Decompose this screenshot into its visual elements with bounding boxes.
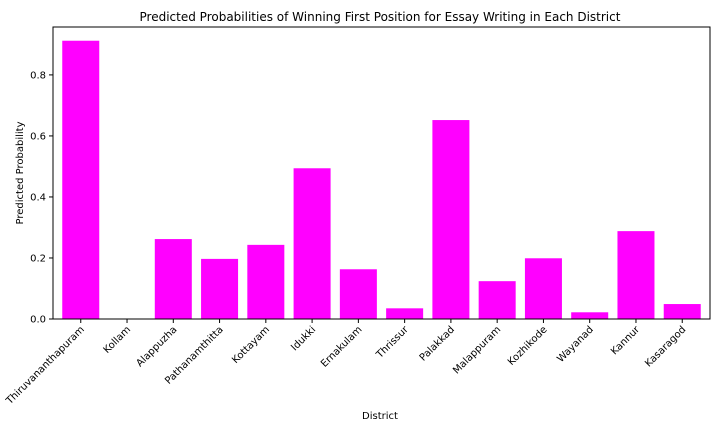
- x-axis-label: District: [362, 411, 398, 422]
- bar-kannur: [617, 231, 655, 319]
- y-tick-label: 0.0: [30, 315, 46, 326]
- bar-ernakulam: [339, 269, 377, 319]
- bar-kottayam: [247, 244, 285, 319]
- bar-thiruvananthapuram: [62, 40, 100, 319]
- bar-kozhikode: [524, 258, 562, 319]
- bar-malappuram: [478, 281, 516, 319]
- y-tick-label: 0.2: [30, 253, 46, 264]
- x-tick-label: Kasaragod: [643, 324, 688, 369]
- x-tick-label: Thiruvananthapuram: [4, 324, 87, 407]
- bar-wayanad: [571, 312, 609, 319]
- x-tick-label: Palakkad: [418, 324, 457, 363]
- x-tick-label: Malappuram: [451, 324, 503, 376]
- bar-alappuzha: [154, 239, 192, 319]
- chart-title: Predicted Probabilities of Winning First…: [140, 10, 621, 24]
- x-tick-label: Kottayam: [230, 324, 272, 366]
- y-axis: 0.0 0.2 0.4 0.6 0.8: [30, 70, 53, 326]
- x-tick-label: Wayanad: [555, 324, 595, 364]
- x-tick-label: Kozhikode: [506, 324, 550, 368]
- x-tick-label: Alappuzha: [135, 324, 180, 369]
- bar-thrissur: [386, 308, 424, 319]
- plot-frame: [52, 26, 711, 320]
- x-tick-label: Kollam: [102, 324, 134, 356]
- y-tick-label: 0.6: [30, 131, 46, 142]
- x-tick-label: Kannur: [609, 324, 643, 358]
- y-axis-label: Predicted Probability: [15, 121, 26, 224]
- bar-palakkad: [432, 120, 470, 319]
- bar-kasaragod: [663, 304, 701, 319]
- bars-group: [62, 40, 701, 319]
- y-tick-label: 0.4: [30, 192, 46, 203]
- x-tick-label: Idukki: [289, 324, 318, 353]
- x-tick-label: Thrissur: [374, 324, 412, 362]
- bar-pathanamthitta: [201, 258, 239, 319]
- y-tick-label: 0.8: [30, 70, 46, 81]
- bar-idukki: [293, 168, 331, 319]
- x-tick-label: Ernakulam: [319, 324, 364, 369]
- x-axis: Thiruvananthapuram Kollam AlappuzhaPathana…: [4, 319, 688, 407]
